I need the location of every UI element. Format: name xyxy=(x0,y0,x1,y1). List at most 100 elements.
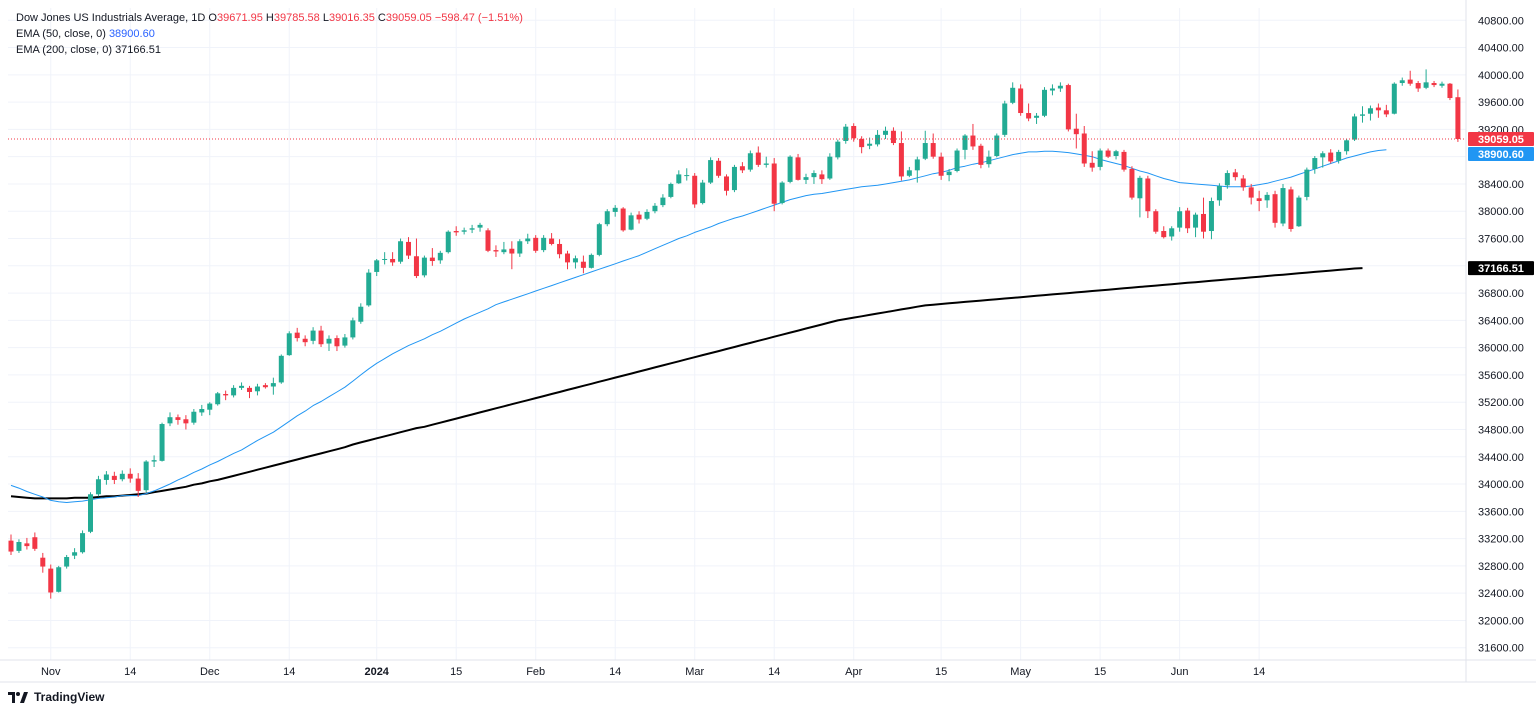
candle-body xyxy=(239,385,245,388)
close-value: 39059.05 xyxy=(385,12,432,24)
candle xyxy=(239,382,245,390)
candle-body xyxy=(572,258,578,263)
candle-body xyxy=(557,243,563,255)
candle-body xyxy=(358,306,364,322)
candle-body xyxy=(565,253,570,263)
candle-body xyxy=(684,175,690,177)
candle xyxy=(1272,190,1278,228)
ema200-label: EMA (200, close, 0) xyxy=(16,44,112,56)
candle-body xyxy=(644,211,650,219)
candle-body xyxy=(739,166,745,171)
candle xyxy=(127,468,133,483)
candle xyxy=(1042,87,1047,118)
candle-body xyxy=(890,130,896,144)
candle xyxy=(684,168,690,181)
candle-body xyxy=(318,330,324,345)
time-tick-label: 2024 xyxy=(364,666,389,678)
candle xyxy=(1352,113,1358,141)
candle-body xyxy=(350,320,356,338)
candle-body xyxy=(1185,210,1191,229)
candle xyxy=(700,179,706,205)
candle xyxy=(310,327,316,345)
candle xyxy=(40,552,46,573)
legend-ohlc: Dow Jones US Industrials Average, 1D O39… xyxy=(16,10,523,26)
tradingview-logo[interactable]: TradingView xyxy=(8,690,104,704)
change-value: −598.47 (−1.51%) xyxy=(434,12,523,24)
candle-body xyxy=(930,143,936,157)
candle xyxy=(970,123,976,150)
price-tick-label: 34400.00 xyxy=(1478,452,1524,464)
candle xyxy=(843,123,849,144)
tradingview-logo-text: TradingView xyxy=(34,690,105,704)
candle-body xyxy=(708,160,714,183)
candle-body xyxy=(660,197,666,206)
candle xyxy=(1280,183,1286,227)
candle xyxy=(739,162,745,174)
candle xyxy=(859,136,865,154)
candle-body xyxy=(1240,178,1246,188)
candle-body xyxy=(32,537,38,549)
candle xyxy=(1097,148,1103,171)
candle xyxy=(1065,83,1071,132)
candle-body xyxy=(612,207,618,212)
chart-axes: 31600.00 32000.00 32400.00 32800.00 33200.00… xyxy=(0,0,1536,683)
price-badge-bg xyxy=(1468,261,1534,276)
candle-body xyxy=(16,542,22,551)
candle-body xyxy=(247,387,252,392)
price-tick-label: 35600.00 xyxy=(1478,370,1524,382)
candle xyxy=(533,235,539,253)
price-tick-label: 38400.00 xyxy=(1478,179,1524,191)
candle xyxy=(1256,190,1262,212)
candle xyxy=(811,170,817,184)
candle-body xyxy=(1224,173,1230,186)
candle xyxy=(318,325,324,347)
price-badge-label: 39059.05 xyxy=(1478,134,1524,146)
candle-body xyxy=(1089,162,1095,168)
candle-body xyxy=(1137,177,1143,199)
time-tick-label: 14 xyxy=(768,666,780,678)
candle-body xyxy=(724,176,729,191)
candle xyxy=(374,258,380,277)
candle-body xyxy=(1280,188,1286,224)
candle-body xyxy=(231,387,237,396)
candle-body xyxy=(986,156,992,165)
candle-body xyxy=(1145,178,1151,212)
time-tick-label: Nov xyxy=(41,666,61,678)
candle xyxy=(1296,195,1302,227)
candle-body xyxy=(676,174,682,184)
candle xyxy=(334,335,340,352)
candle xyxy=(525,233,531,244)
time-tick-label: 15 xyxy=(450,666,462,678)
candle-body xyxy=(803,177,809,180)
candle xyxy=(1010,82,1016,105)
candle xyxy=(398,238,404,264)
candle-body xyxy=(1232,172,1238,178)
candle xyxy=(1336,149,1342,164)
candle xyxy=(1002,100,1008,137)
candle xyxy=(1105,148,1111,159)
candle-body xyxy=(1399,80,1405,84)
candle xyxy=(676,170,682,184)
candle-body xyxy=(310,330,316,341)
candle xyxy=(1057,82,1063,92)
candle xyxy=(477,222,483,232)
candle xyxy=(1193,212,1199,238)
candle-body xyxy=(119,473,125,480)
candle xyxy=(469,224,475,234)
candle-body xyxy=(223,394,229,396)
candle-body xyxy=(151,460,157,462)
candle xyxy=(24,537,30,550)
candle xyxy=(731,164,737,193)
candle xyxy=(779,181,785,205)
candle-body xyxy=(819,174,825,180)
candle xyxy=(1423,69,1429,90)
candle-body xyxy=(374,260,380,272)
price-tick-label: 36800.00 xyxy=(1478,288,1524,300)
candle-body xyxy=(1455,97,1461,140)
candle-body xyxy=(445,231,451,253)
candle-body xyxy=(429,257,435,262)
candle xyxy=(557,239,563,259)
time-tick-label: 14 xyxy=(283,666,295,678)
candle-body xyxy=(906,170,912,176)
